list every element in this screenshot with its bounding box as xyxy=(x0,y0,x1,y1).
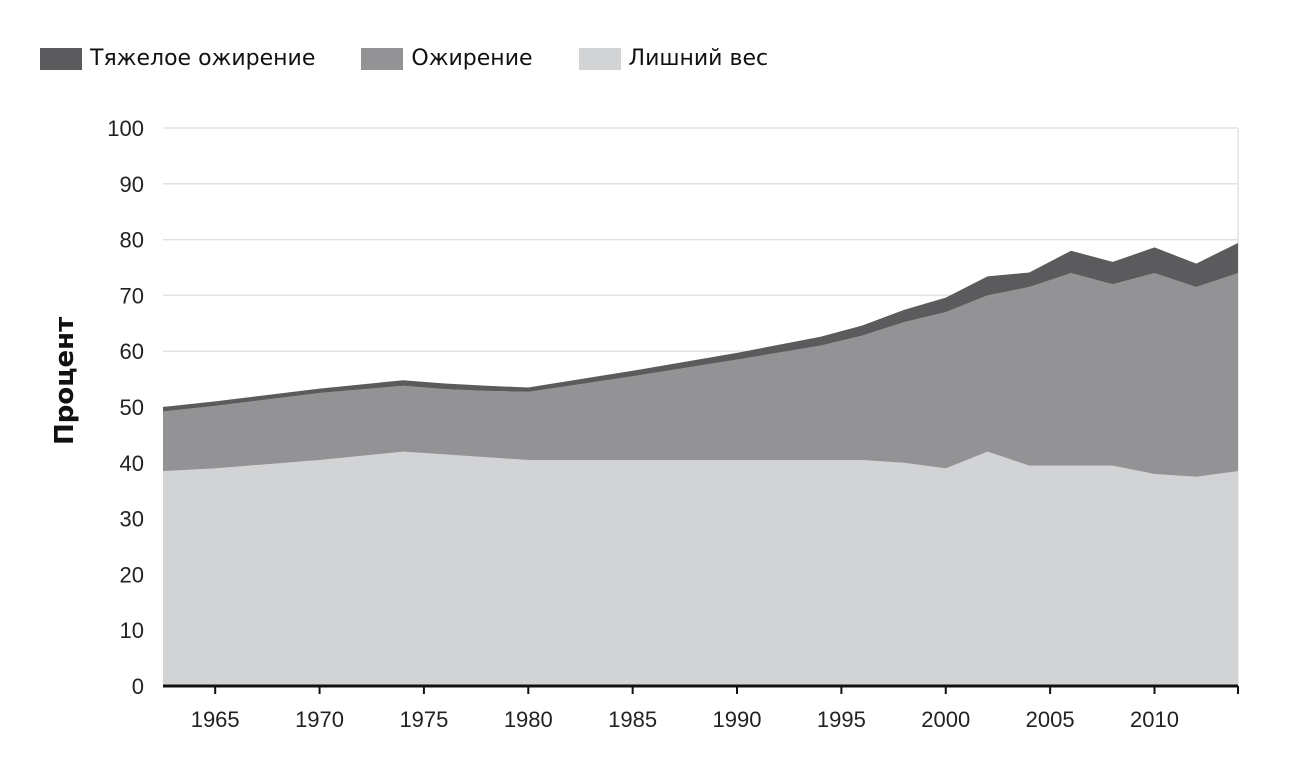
y-tick-label-40: 40 xyxy=(120,451,144,476)
y-tick-label-30: 30 xyxy=(120,507,144,532)
series-areas xyxy=(163,242,1238,686)
legend-item-obesity: Ожирение xyxy=(361,44,533,74)
x-tick-label-1970: 1970 xyxy=(295,707,344,732)
y-tick-label-90: 90 xyxy=(120,172,144,197)
y-tick-label-0: 0 xyxy=(132,674,144,699)
x-tick-label-2005: 2005 xyxy=(1026,707,1075,732)
x-tick-label-2010: 2010 xyxy=(1130,707,1179,732)
y-tick-label-60: 60 xyxy=(120,339,144,364)
legend-swatch-severe-obesity xyxy=(40,48,82,70)
y-tick-label-100: 100 xyxy=(107,116,144,141)
y-tick-labels: 0 10 20 30 40 50 60 70 80 90 100 xyxy=(107,116,144,699)
legend-item-overweight: Лишний вес xyxy=(578,44,769,74)
legend-swatch-overweight xyxy=(578,48,621,70)
x-tick-label-1985: 1985 xyxy=(608,707,657,732)
axes xyxy=(163,684,1239,694)
y-tick-label-50: 50 xyxy=(120,395,144,420)
x-tick-labels: 1965 1970 1975 1980 1985 1990 1995 2000 2005 2010 xyxy=(191,707,1179,732)
x-tick-label-1980: 1980 xyxy=(504,707,553,732)
legend-swatch-obesity xyxy=(361,48,404,70)
area-overweight xyxy=(163,451,1238,686)
x-tick-label-1995: 1995 xyxy=(817,707,866,732)
y-tick-label-10: 10 xyxy=(120,618,144,643)
legend-item-severe-obesity: Тяжелое ожирение xyxy=(40,44,315,74)
x-tick-label-1975: 1975 xyxy=(399,707,448,732)
area-obesity xyxy=(163,273,1238,477)
legend-label-obesity: Ожирение xyxy=(411,46,533,71)
legend-label-severe-obesity: Тяжелое ожирение xyxy=(90,46,316,71)
area-severe-obesity xyxy=(163,242,1238,412)
legend-label-overweight: Лишний вес xyxy=(628,46,769,71)
x-tick-label-2000: 2000 xyxy=(921,707,970,732)
legend: Тяжелое ожирение Ожирение Лишний вес xyxy=(40,44,814,74)
x-tick-label-1990: 1990 xyxy=(713,707,762,732)
y-tick-label-20: 20 xyxy=(120,562,144,587)
x-tick-label-1965: 1965 xyxy=(191,707,240,732)
y-tick-label-80: 80 xyxy=(120,228,144,253)
y-tick-label-70: 70 xyxy=(120,283,144,308)
